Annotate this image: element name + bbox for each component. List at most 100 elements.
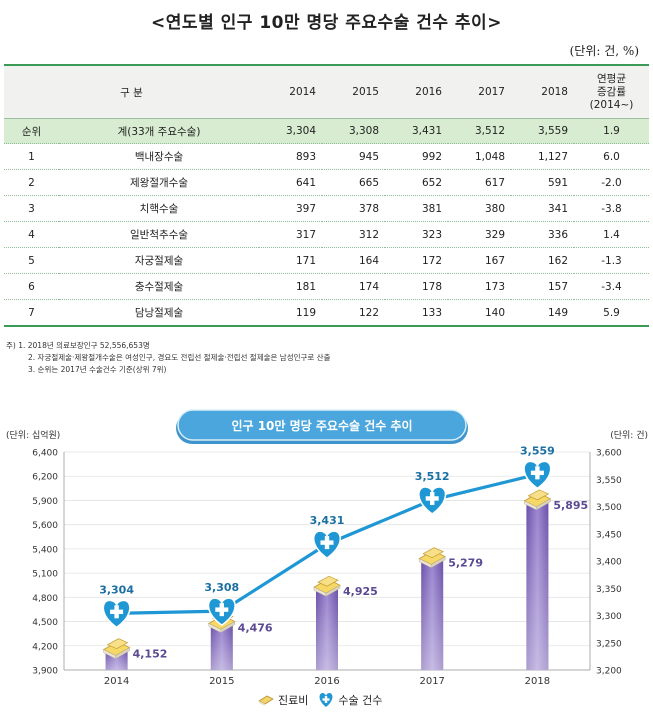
table-row: 3 치핵수술 397 378 381 380 341 -3.8 [4, 195, 649, 222]
x-tick-label: 2017 [419, 676, 444, 687]
left-tick-label: 6,200 [32, 473, 58, 483]
bar-value-label: 4,925 [343, 585, 378, 598]
cell-value: 173 [448, 273, 511, 300]
cell-value: 1,048 [448, 143, 511, 170]
cell-cagr: -1.3 [574, 247, 649, 274]
cell-value: 397 [259, 195, 322, 222]
cell-surgery-name: 백내장수술 [59, 143, 259, 170]
header-cagr: 연평균 증감률 (2014~) [574, 64, 649, 119]
footnote: 주) 1. 2018년 의료보장인구 52,556,653명 [6, 341, 150, 350]
chart-legend: 진료비 수술 건수 [258, 692, 382, 708]
cell-value: 591 [511, 169, 574, 196]
money-stack-icon [102, 638, 131, 660]
cell-cagr: -2.0 [574, 169, 649, 196]
header-cagr-line: 연평균 [597, 72, 626, 85]
cell-cagr: 5.9 [574, 299, 649, 327]
cell-value: 378 [322, 195, 385, 222]
header-year: 2017 [448, 64, 511, 119]
cell-rank: 6 [4, 273, 59, 300]
cell-surgery-name: 치핵수술 [59, 195, 259, 222]
bar-sheen [526, 500, 549, 670]
bar-value-label: 5,895 [553, 499, 588, 512]
header-cagr-line: 증감률 [597, 85, 626, 98]
bar-value-label: 5,279 [448, 557, 483, 570]
total-rank: 순위 [4, 118, 59, 144]
total-value: 3,559 [511, 118, 574, 144]
right-tick-label: 3,400 [596, 558, 622, 568]
footnotes: 주) 1. 2018년 의료보장인구 52,556,653명 2. 자궁절제술·… [6, 340, 330, 376]
total-value: 3,308 [322, 118, 385, 144]
bar-sheen [316, 587, 338, 670]
left-tick-label: 5,900 [32, 497, 58, 507]
money-stack-icon [418, 547, 447, 569]
right-tick-label: 3,200 [596, 667, 622, 677]
right-tick-label: 3,550 [596, 476, 622, 486]
line-value-label: 3,512 [415, 470, 450, 483]
table-total-row: 순위 계(33개 주요수술) 3,304 3,308 3,431 3,512 3… [4, 118, 649, 144]
medical-cross-marker-icon [523, 460, 552, 490]
cell-value: 172 [385, 247, 448, 274]
cell-value: 992 [385, 143, 448, 170]
cell-value: 157 [511, 273, 574, 300]
cell-value: 164 [322, 247, 385, 274]
cell-value: 178 [385, 273, 448, 300]
money-icon [258, 695, 274, 706]
cell-value: 140 [448, 299, 511, 327]
medical-cross-icon [319, 693, 333, 707]
cell-value: 167 [448, 247, 511, 274]
cell-cagr: -3.4 [574, 273, 649, 300]
cell-value: 122 [322, 299, 385, 327]
chart-svg: 인구 10만 명당 주요수술 건수 추이 (단위: 십억원) (단위: 건) 6,40… [6, 409, 648, 687]
line-value-label: 3,431 [310, 514, 345, 527]
cell-value: 174 [322, 273, 385, 300]
right-tick-label: 3,250 [596, 639, 622, 649]
x-tick-label: 2015 [209, 676, 234, 687]
right-tick-label: 3,500 [596, 503, 622, 513]
cell-value: 149 [511, 299, 574, 327]
line-value-label: 3,304 [99, 583, 134, 596]
cell-value: 317 [259, 221, 322, 248]
total-value: 3,431 [385, 118, 448, 144]
footnote: 2. 자궁절제술·제왕절개수술은 여성인구, 경요도 전립선 절제술·전립선 절… [28, 353, 331, 362]
x-tick-label: 2014 [104, 676, 129, 687]
table-row: 1 백내장수술 893 945 992 1,048 1,127 6.0 [4, 143, 649, 170]
header-year: 2018 [511, 64, 574, 119]
line-value-label: 3,308 [204, 581, 239, 594]
cell-value: 162 [511, 247, 574, 274]
left-tick-label: 5,600 [32, 521, 58, 531]
right-tick-label: 3,450 [596, 530, 622, 540]
cell-value: 312 [322, 221, 385, 248]
medical-cross-marker-icon [418, 486, 447, 515]
header-year: 2015 [322, 64, 385, 119]
left-tick-label: 6,400 [32, 449, 58, 459]
cell-value: 380 [448, 195, 511, 222]
table-row: 5 자궁절제술 171 164 172 167 162 -1.3 [4, 247, 649, 274]
unit-label: (단위: 건, %) [569, 44, 639, 58]
surgery-table: 구 분 2014 2015 2016 2017 2018 연평균 증감률 (20… [4, 64, 649, 327]
total-name: 계(33개 주요수술) [59, 118, 259, 144]
left-tick-label: 5,100 [32, 570, 58, 580]
cell-surgery-name: 담낭절제술 [59, 299, 259, 327]
line-value-label: 3,559 [520, 444, 555, 457]
footnote: 3. 순위는 2017년 수술건수 기준(상위 7위) [28, 365, 167, 374]
medical-cross-marker-icon [313, 530, 341, 560]
cell-surgery-name: 일반척추수술 [59, 221, 259, 248]
cell-value: 1,127 [511, 143, 574, 170]
cell-surgery-name: 제왕절개수술 [59, 169, 259, 196]
chart-title: 인구 10만 명당 주요수술 건수 추이 [231, 418, 412, 433]
cell-value: 323 [385, 221, 448, 248]
legend-item-count: 수술 건수 [318, 692, 382, 708]
left-tick-label: 3,900 [32, 667, 58, 677]
legend-item-cost: 진료비 [258, 692, 308, 708]
left-tick-label: 5,400 [32, 545, 58, 555]
cell-value: 665 [322, 169, 385, 196]
right-axis-label: (단위: 건) [610, 430, 648, 441]
cell-value: 181 [259, 273, 322, 300]
cell-value: 893 [259, 143, 322, 170]
table-row: 2 제왕절개수술 641 665 652 617 591 -2.0 [4, 169, 649, 196]
left-tick-label: 4,200 [32, 642, 58, 652]
cell-value: 617 [448, 169, 511, 196]
page-title: <연도별 인구 10만 명당 주요수술 건수 추이> [151, 13, 502, 33]
right-tick-label: 3,600 [596, 449, 622, 459]
medical-cross-marker-icon [102, 599, 131, 629]
